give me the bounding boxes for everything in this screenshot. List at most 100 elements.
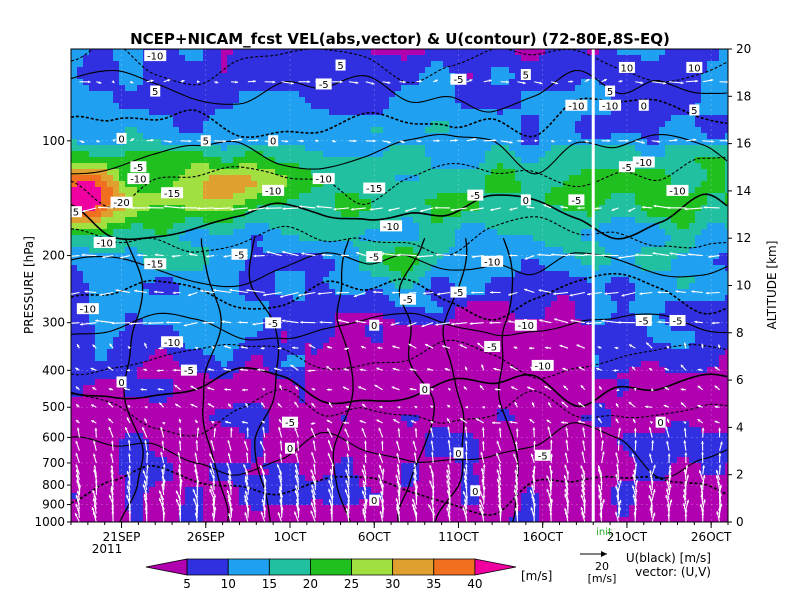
- speed-cell: [257, 361, 264, 368]
- speed-cell: [245, 409, 252, 416]
- speed-cell: [125, 235, 132, 242]
- speed-cell: [71, 73, 78, 80]
- speed-cell: [125, 163, 132, 170]
- speed-cell: [179, 433, 186, 440]
- speed-cell: [71, 427, 78, 434]
- speed-cell: [443, 121, 450, 128]
- speed-cell: [413, 157, 420, 164]
- speed-cell: [353, 517, 360, 522]
- speed-cell: [401, 379, 408, 386]
- speed-cell: [377, 343, 384, 350]
- speed-cell: [239, 403, 246, 410]
- speed-cell: [71, 517, 78, 522]
- speed-cell: [197, 295, 204, 302]
- speed-cell: [263, 139, 270, 146]
- speed-cell: [107, 325, 114, 332]
- speed-cell: [329, 433, 336, 440]
- speed-cell: [113, 253, 120, 260]
- speed-cell: [143, 331, 150, 338]
- speed-cell: [275, 115, 282, 122]
- speed-cell: [323, 217, 330, 224]
- speed-cell: [131, 397, 138, 404]
- speed-cell: [161, 121, 168, 128]
- speed-cell: [317, 49, 324, 56]
- speed-cell: [347, 139, 354, 146]
- speed-cell: [239, 271, 246, 278]
- speed-cell: [443, 343, 450, 350]
- speed-cell: [425, 355, 432, 362]
- speed-cell: [293, 481, 300, 488]
- speed-cell: [161, 241, 168, 248]
- speed-cell: [239, 259, 246, 266]
- speed-cell: [245, 361, 252, 368]
- speed-cell: [293, 151, 300, 158]
- speed-cell: [257, 265, 264, 272]
- speed-cell: [347, 499, 354, 506]
- speed-cell: [197, 307, 204, 314]
- speed-cell: [293, 379, 300, 386]
- speed-cell: [89, 277, 96, 284]
- speed-cell: [251, 301, 258, 308]
- speed-cell: [209, 241, 216, 248]
- speed-cell: [419, 151, 426, 158]
- speed-cell: [263, 145, 270, 152]
- speed-cell: [227, 103, 234, 110]
- speed-cell: [371, 373, 378, 380]
- speed-cell: [263, 415, 270, 422]
- speed-cell: [149, 475, 156, 482]
- speed-cell: [83, 433, 90, 440]
- speed-cell: [437, 409, 444, 416]
- speed-cell: [113, 349, 120, 356]
- speed-cell: [83, 67, 90, 74]
- speed-cell: [131, 307, 138, 314]
- speed-cell: [167, 409, 174, 416]
- speed-cell: [371, 487, 378, 494]
- speed-cell: [275, 475, 282, 482]
- speed-cell: [149, 433, 156, 440]
- speed-cell: [119, 409, 126, 416]
- speed-cell: [239, 481, 246, 488]
- speed-cell: [95, 205, 102, 212]
- speed-cell: [311, 307, 318, 314]
- speed-cell: [431, 457, 438, 464]
- speed-cell: [311, 313, 318, 320]
- speed-cell: [221, 289, 228, 296]
- speed-cell: [179, 61, 186, 68]
- speed-cell: [101, 493, 108, 500]
- speed-cell: [395, 355, 402, 362]
- speed-cell: [365, 481, 372, 488]
- speed-cell: [443, 505, 450, 512]
- speed-cell: [275, 277, 282, 284]
- speed-cell: [437, 439, 444, 446]
- speed-cell: [251, 265, 258, 272]
- speed-cell: [191, 391, 198, 398]
- speed-cell: [383, 301, 390, 308]
- speed-cell: [287, 499, 294, 506]
- speed-cell: [173, 505, 180, 512]
- speed-cell: [185, 199, 192, 206]
- speed-cell: [287, 181, 294, 188]
- speed-cell: [317, 247, 324, 254]
- speed-cell: [227, 409, 234, 416]
- speed-cell: [329, 373, 336, 380]
- speed-cell: [227, 259, 234, 266]
- speed-cell: [425, 445, 432, 452]
- speed-cell: [89, 439, 96, 446]
- speed-cell: [269, 271, 276, 278]
- speed-cell: [407, 133, 414, 140]
- speed-cell: [347, 289, 354, 296]
- speed-cell: [125, 511, 132, 518]
- speed-cell: [317, 259, 324, 266]
- speed-cell: [263, 133, 270, 140]
- speed-cell: [191, 445, 198, 452]
- speed-cell: [359, 487, 366, 494]
- speed-cell: [359, 301, 366, 308]
- speed-cell: [431, 79, 438, 86]
- speed-cell: [335, 481, 342, 488]
- speed-cell: [371, 409, 378, 416]
- speed-cell: [149, 427, 156, 434]
- speed-cell: [383, 103, 390, 110]
- speed-cell: [335, 391, 342, 398]
- speed-cell: [191, 157, 198, 164]
- speed-cell: [257, 307, 264, 314]
